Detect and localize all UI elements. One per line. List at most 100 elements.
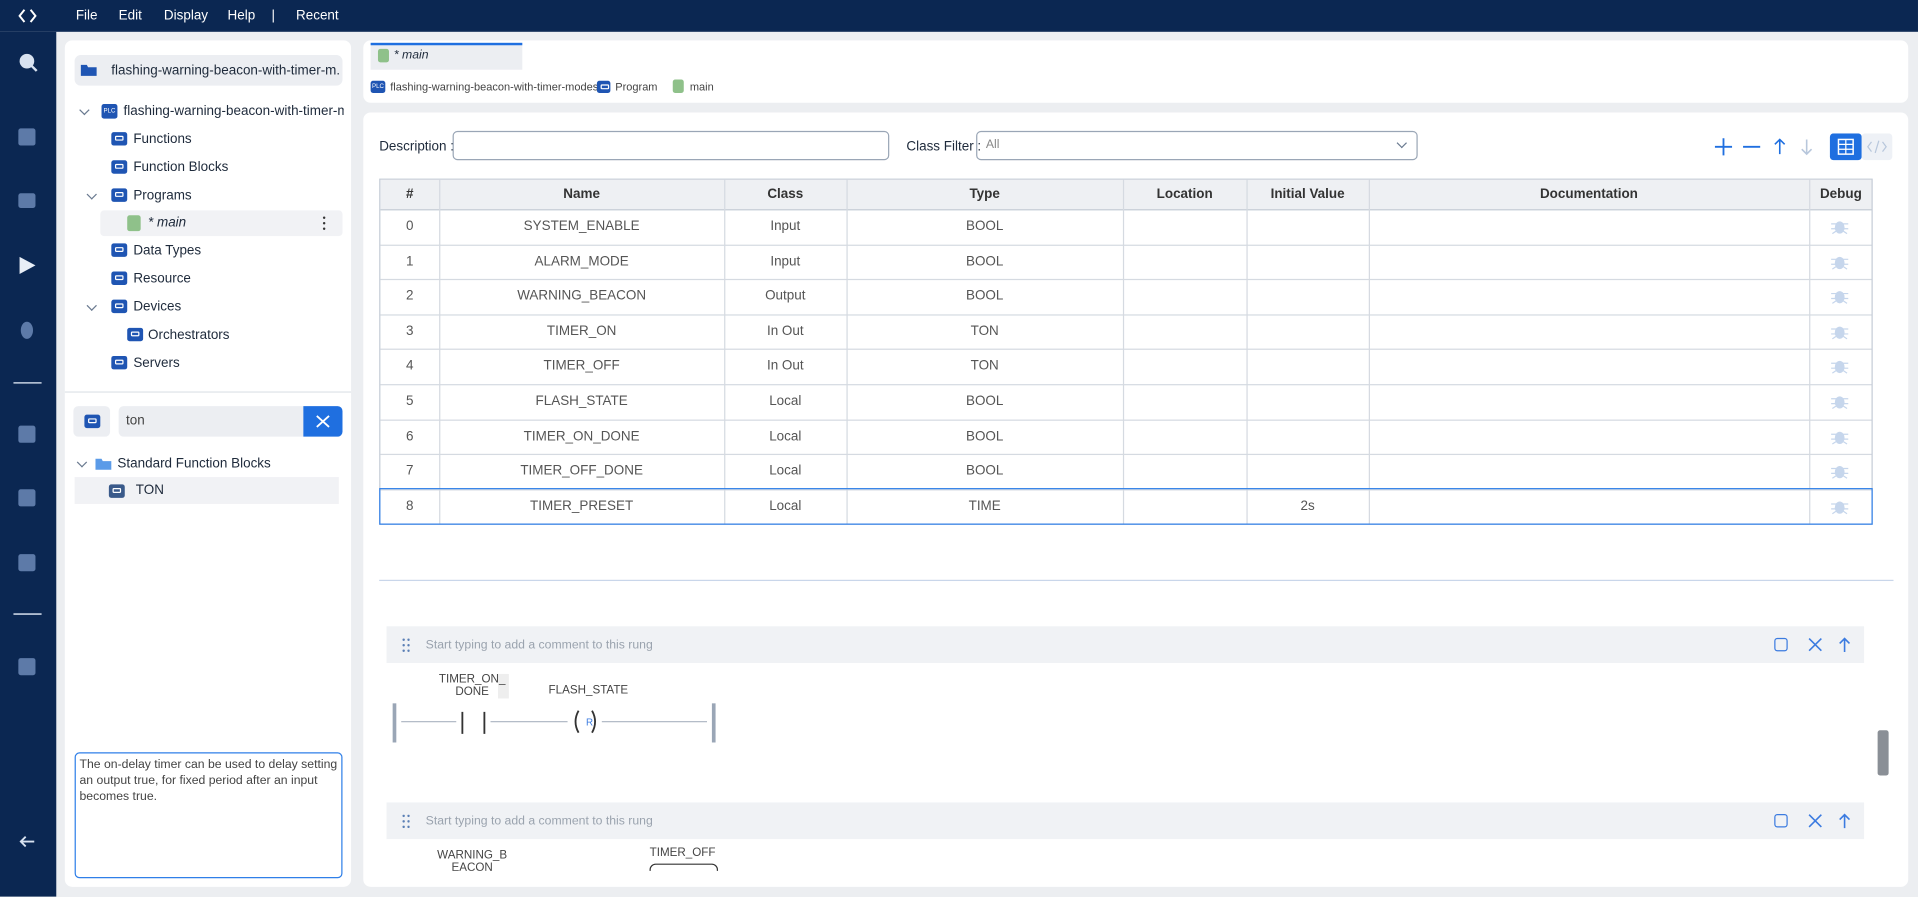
block-label[interactable]: TIMER_OFF bbox=[649, 846, 716, 860]
table-cell[interactable]: Local bbox=[769, 428, 802, 444]
class-filter-select[interactable] bbox=[976, 130, 1418, 161]
tree-item[interactable]: Function Blocks bbox=[133, 160, 229, 175]
debug-icon[interactable] bbox=[1830, 253, 1850, 270]
table-cell[interactable]: TIME bbox=[968, 498, 1001, 514]
debug-icon[interactable] bbox=[1830, 428, 1850, 445]
rung-comment[interactable]: Start typing to add a comment to this ru… bbox=[425, 814, 653, 829]
table-cell[interactable]: BOOL bbox=[965, 428, 1004, 444]
table-cell[interactable]: 3 bbox=[406, 323, 414, 339]
function-block[interactable] bbox=[649, 863, 719, 871]
clear-search-button[interactable] bbox=[303, 406, 343, 437]
table-cell[interactable]: 2 bbox=[406, 288, 414, 304]
tree-item[interactable]: Functions bbox=[133, 132, 192, 147]
table-cell[interactable]: 6 bbox=[406, 428, 414, 444]
tree-item[interactable]: Orchestrators bbox=[148, 327, 230, 343]
tree-item[interactable]: Resource bbox=[133, 271, 191, 287]
tab[interactable] bbox=[370, 42, 523, 70]
project-header[interactable] bbox=[74, 55, 343, 86]
table-cell[interactable]: Input bbox=[770, 253, 801, 269]
tree-item[interactable]: Devices bbox=[133, 299, 182, 315]
rung-actions[interactable] bbox=[1774, 812, 1852, 829]
description-input[interactable] bbox=[452, 130, 890, 161]
rung-comment[interactable]: Start typing to add a comment to this ru… bbox=[425, 638, 653, 652]
table-cell[interactable]: WARNING_BEACON bbox=[517, 288, 647, 304]
debug-icon[interactable] bbox=[1830, 323, 1850, 340]
table-cell[interactable]: BOOL bbox=[965, 288, 1004, 304]
column-header[interactable]: # bbox=[406, 187, 414, 202]
contact-label[interactable]: WARNING_BEACON bbox=[437, 848, 508, 871]
debug-icon[interactable] bbox=[1830, 288, 1850, 305]
breadcrumb[interactable]: Program bbox=[615, 80, 658, 93]
table-cell[interactable]: SYSTEM_ENABLE bbox=[523, 218, 640, 234]
table-cell[interactable]: Output bbox=[765, 288, 806, 304]
search-input[interactable] bbox=[118, 406, 304, 437]
table-cell[interactable]: 7 bbox=[406, 463, 414, 479]
column-header[interactable]: Name bbox=[563, 187, 600, 202]
activity-bar bbox=[0, 31, 57, 897]
column-header[interactable]: Type bbox=[969, 187, 1000, 202]
column-header[interactable]: Location bbox=[1156, 187, 1213, 202]
table-cell[interactable]: FLASH_STATE bbox=[535, 393, 628, 409]
table-cell[interactable]: TIMER_OFF bbox=[543, 358, 620, 374]
debug-icon[interactable] bbox=[1830, 358, 1850, 375]
menu-item[interactable]: File bbox=[75, 8, 98, 24]
tree-item[interactable]: Programs bbox=[133, 188, 192, 204]
table-cell[interactable]: 8 bbox=[406, 498, 414, 514]
table-cell[interactable]: Local bbox=[769, 393, 802, 409]
table-cell[interactable]: BOOL bbox=[965, 253, 1004, 269]
tree-item[interactable]: Data Types bbox=[133, 243, 202, 259]
table-cell[interactable]: 0 bbox=[406, 218, 414, 234]
table-cell[interactable]: BOOL bbox=[965, 393, 1004, 409]
debug-icon[interactable] bbox=[1830, 393, 1850, 410]
breadcrumb[interactable]: flashing-warning-beacon-with-timer-modes bbox=[390, 80, 599, 93]
rung-actions[interactable] bbox=[1774, 636, 1852, 653]
table-cell[interactable]: 5 bbox=[406, 393, 414, 409]
table-cell[interactable]: TIMER_ON_DONE bbox=[523, 428, 640, 444]
tree-item[interactable]: Servers bbox=[133, 355, 180, 371]
activity-icons bbox=[13, 53, 42, 848]
debug-icon[interactable] bbox=[1830, 463, 1850, 480]
table-cell[interactable]: In Out bbox=[766, 358, 804, 374]
plc-badge: PLC bbox=[101, 103, 118, 119]
table-cell[interactable]: 4 bbox=[406, 358, 414, 374]
tree-root[interactable]: flashing-warning-beacon-with-timer-mo... bbox=[123, 103, 344, 119]
contact-label[interactable]: TIMER_ON_DONE bbox=[435, 673, 509, 699]
debug-icon[interactable] bbox=[1830, 498, 1850, 515]
breadcrumb[interactable]: main bbox=[689, 80, 714, 93]
library-button[interactable] bbox=[73, 406, 111, 437]
tree-icon bbox=[111, 243, 128, 257]
table-cell[interactable]: TIMER_ON bbox=[546, 323, 617, 339]
column-header[interactable]: Documentation bbox=[1539, 187, 1638, 202]
table-cell[interactable]: BOOL bbox=[965, 463, 1004, 479]
library-group[interactable]: Standard Function Blocks bbox=[117, 456, 271, 471]
table-cell[interactable]: Input bbox=[770, 218, 801, 234]
library-item[interactable]: TON bbox=[135, 483, 164, 498]
table-cell[interactable]: Local bbox=[769, 498, 802, 514]
menu-item[interactable]: Display bbox=[163, 8, 209, 24]
table-cell[interactable]: 2s bbox=[1300, 498, 1315, 514]
table-cell[interactable]: ALARM_MODE bbox=[534, 253, 629, 269]
kebab-menu[interactable] bbox=[322, 215, 327, 231]
table-cell[interactable]: In Out bbox=[766, 323, 804, 339]
table-cell[interactable]: TON bbox=[970, 358, 999, 374]
column-header[interactable]: Debug bbox=[1819, 187, 1862, 202]
table-cell[interactable]: Local bbox=[769, 463, 802, 479]
menu-item[interactable]: Help bbox=[227, 8, 256, 24]
menu-item[interactable]: Edit bbox=[118, 8, 142, 24]
scrollbar-thumb[interactable] bbox=[1877, 730, 1889, 776]
table-cell[interactable]: BOOL bbox=[965, 218, 1004, 234]
debug-icon[interactable] bbox=[1830, 218, 1850, 235]
drag-handle[interactable] bbox=[402, 638, 410, 652]
column-header[interactable]: Initial Value bbox=[1270, 187, 1345, 202]
table-cell[interactable]: 1 bbox=[406, 253, 414, 269]
file-icon bbox=[127, 215, 141, 232]
tree-icon bbox=[127, 327, 144, 342]
coil-label[interactable]: FLASH_STATE bbox=[548, 683, 629, 698]
table-cell[interactable]: TIMER_PRESET bbox=[530, 498, 634, 514]
drag-handle[interactable] bbox=[402, 814, 410, 829]
column-header[interactable]: Class bbox=[767, 187, 804, 202]
table-cell[interactable]: TON bbox=[970, 323, 999, 339]
menu-item[interactable]: Recent bbox=[296, 8, 339, 24]
table-cell[interactable]: TIMER_OFF_DONE bbox=[520, 463, 643, 479]
tree-item[interactable]: * main bbox=[148, 215, 187, 230]
